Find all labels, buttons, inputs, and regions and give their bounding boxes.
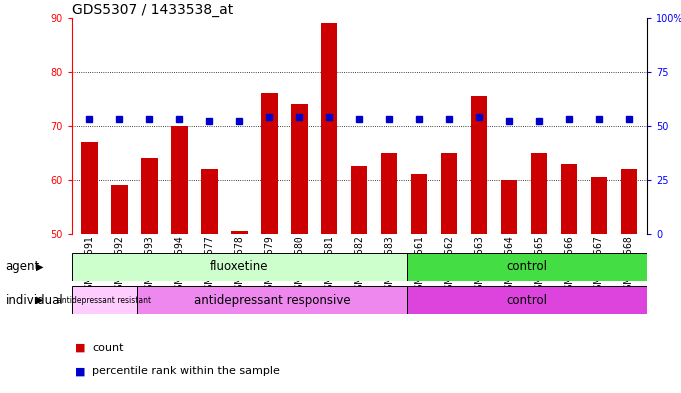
- Text: individual: individual: [5, 294, 63, 307]
- Text: percentile rank within the sample: percentile rank within the sample: [92, 366, 280, 376]
- Bar: [407, 253, 647, 281]
- Bar: [72, 253, 407, 281]
- Bar: [441, 153, 458, 234]
- Bar: [411, 174, 428, 234]
- Bar: [141, 158, 158, 234]
- Bar: [261, 93, 278, 234]
- Bar: [201, 169, 218, 234]
- Bar: [111, 185, 128, 234]
- Bar: [560, 163, 577, 234]
- Text: fluoxetine: fluoxetine: [210, 260, 268, 274]
- Text: ▶: ▶: [35, 295, 44, 305]
- Bar: [620, 169, 637, 234]
- Text: control: control: [507, 294, 548, 307]
- Bar: [530, 153, 548, 234]
- Text: ■: ■: [75, 343, 85, 353]
- Text: ■: ■: [75, 366, 85, 376]
- Bar: [171, 126, 188, 234]
- Bar: [471, 96, 488, 234]
- Bar: [321, 23, 338, 234]
- Text: count: count: [92, 343, 123, 353]
- Text: ▶: ▶: [35, 262, 44, 272]
- Text: GDS5307 / 1433538_at: GDS5307 / 1433538_at: [72, 3, 233, 17]
- Bar: [81, 142, 98, 234]
- Bar: [590, 177, 607, 234]
- Bar: [231, 231, 248, 234]
- Bar: [72, 286, 138, 314]
- Bar: [291, 104, 308, 234]
- Text: antidepressant responsive: antidepressant responsive: [194, 294, 351, 307]
- Bar: [138, 286, 407, 314]
- Text: control: control: [507, 260, 548, 274]
- Bar: [501, 180, 518, 234]
- Text: agent: agent: [5, 260, 39, 274]
- Bar: [351, 166, 368, 234]
- Text: antidepressant resistant: antidepressant resistant: [57, 296, 152, 305]
- Bar: [407, 286, 647, 314]
- Bar: [381, 153, 398, 234]
